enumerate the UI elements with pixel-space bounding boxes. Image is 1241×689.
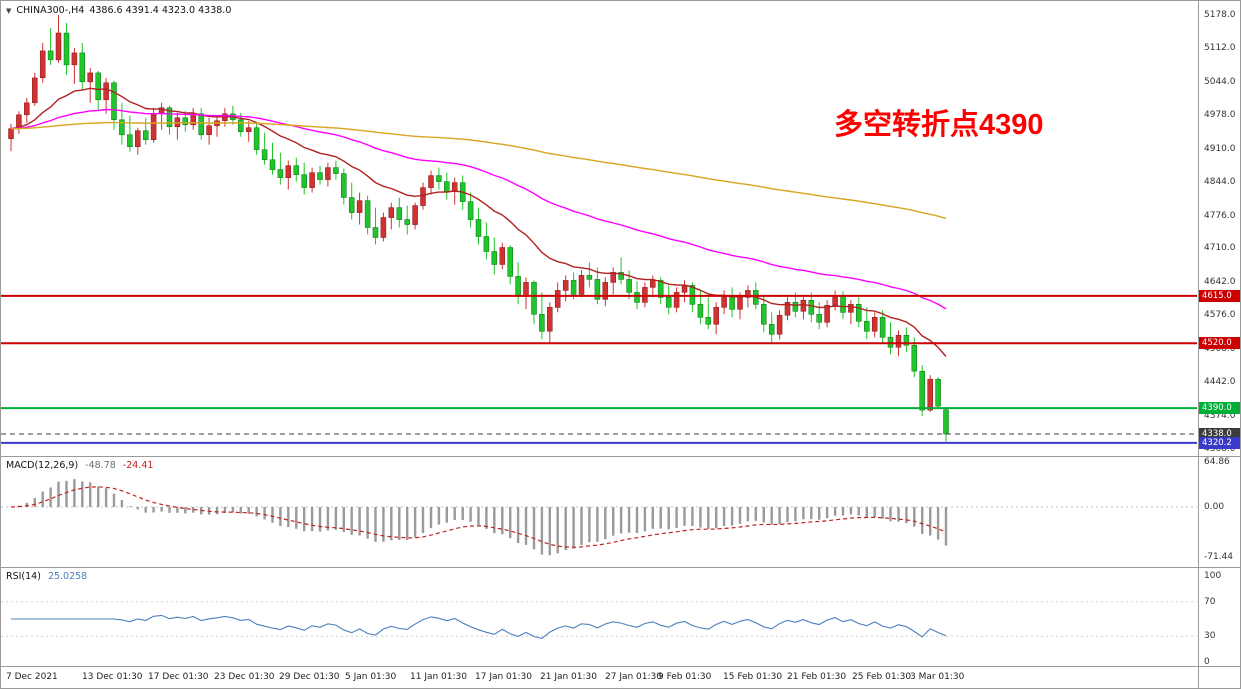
- time-axis: 7 Dec 2021 13 Dec 01:30 17 Dec 01:30 23 Dec…: [1, 667, 1198, 688]
- chart-annotation-text: 多空转折点4390: [834, 109, 1044, 141]
- price-axis: 5178.0 5112.0 5044.0 4978.0 4910.0 4844.0 4776…: [1199, 1, 1240, 688]
- indicator-axis-tick: 0.00: [1204, 502, 1225, 512]
- price-axis-tick: 4374.0: [1204, 411, 1236, 421]
- panel-separator[interactable]: [1, 456, 1240, 457]
- ohlc-values: 4386.6 4391.4 4323.0 4338.0: [89, 5, 232, 16]
- price-axis-tick: 4776.0: [1204, 211, 1236, 221]
- price-axis-tick: 4978.0: [1204, 110, 1236, 120]
- time-axis-label: 21 Jan 01:30: [540, 672, 597, 682]
- panel-separator[interactable]: [1, 567, 1240, 568]
- time-axis-label: 21 Feb 01:30: [787, 672, 847, 682]
- price-axis-tick: 4576.0: [1204, 310, 1236, 320]
- macd-panel-canvas[interactable]: [1, 457, 1198, 567]
- indicator-axis-tick: -71.44: [1204, 552, 1234, 562]
- rsi-indicator-label: RSI(14) 25.0258: [6, 571, 87, 582]
- price-axis-tick: 4710.0: [1204, 243, 1236, 253]
- indicator-axis-tick: 0: [1204, 657, 1210, 667]
- price-axis-tick: 4910.0: [1204, 144, 1236, 154]
- price-axis-tick: 5178.0: [1204, 10, 1236, 20]
- panel-separator: [1, 666, 1240, 667]
- indicator-axis-tick: 70: [1204, 597, 1216, 607]
- price-level-badge[interactable]: 4615.0: [1199, 290, 1240, 302]
- price-level-badge[interactable]: 4320.2: [1199, 437, 1240, 449]
- symbol-ohlc-label: ▼ CHINA300-,H4 4386.6 4391.4 4323.0 4338…: [6, 5, 231, 16]
- price-axis-tick: 4508.0: [1204, 344, 1236, 354]
- time-axis-label: 11 Jan 01:30: [410, 672, 467, 682]
- time-axis-label: 17 Jan 01:30: [475, 672, 532, 682]
- price-level-badge[interactable]: 4520.0: [1199, 337, 1240, 349]
- price-axis-separator: [1198, 1, 1199, 688]
- symbol-name: CHINA300-,H4: [16, 5, 85, 16]
- price-axis-tick: 5044.0: [1204, 77, 1236, 87]
- time-axis-label: 29 Dec 01:30: [279, 672, 340, 682]
- time-axis-label: 9 Feb 01:30: [658, 672, 712, 682]
- price-axis-tick: 4308.0: [1204, 444, 1236, 454]
- price-chart-canvas[interactable]: [1, 1, 1198, 456]
- rsi-panel-canvas[interactable]: [1, 568, 1198, 666]
- time-axis-label: 17 Dec 01:30: [148, 672, 209, 682]
- indicator-axis-tick: 100: [1204, 571, 1222, 581]
- macd-value: -48.78: [85, 460, 116, 471]
- time-axis-label: 25 Feb 01:30: [852, 672, 912, 682]
- macd-signal-value: -24.41: [122, 460, 154, 471]
- price-axis-tick: 4844.0: [1204, 177, 1236, 187]
- indicator-axis-tick: 30: [1204, 631, 1216, 641]
- rsi-value: 25.0258: [47, 571, 88, 582]
- time-axis-label: 5 Jan 01:30: [345, 672, 397, 682]
- price-axis-tick: 4442.0: [1204, 377, 1236, 387]
- time-axis-label: 13 Dec 01:30: [82, 672, 143, 682]
- time-axis-label: 7 Dec 2021: [6, 672, 58, 682]
- indicator-axis-tick: 64.86: [1204, 457, 1230, 467]
- price-axis-tick: 5112.0: [1204, 43, 1236, 53]
- macd-indicator-label: MACD(12,26,9) -48.78 -24.41: [6, 460, 153, 471]
- time-axis-label: 3 Mar 01:30: [910, 672, 965, 682]
- time-axis-label: 27 Jan 01:30: [605, 672, 662, 682]
- one-click-trading-arrow-icon[interactable]: ▼: [6, 6, 12, 15]
- price-level-badge[interactable]: 4390.0: [1199, 402, 1240, 414]
- macd-name: MACD(12,26,9): [6, 460, 79, 471]
- price-axis-tick: 4642.0: [1204, 277, 1236, 287]
- rsi-name: RSI(14): [6, 571, 41, 582]
- time-axis-label: 15 Feb 01:30: [723, 672, 783, 682]
- time-axis-label: 23 Dec 01:30: [214, 672, 275, 682]
